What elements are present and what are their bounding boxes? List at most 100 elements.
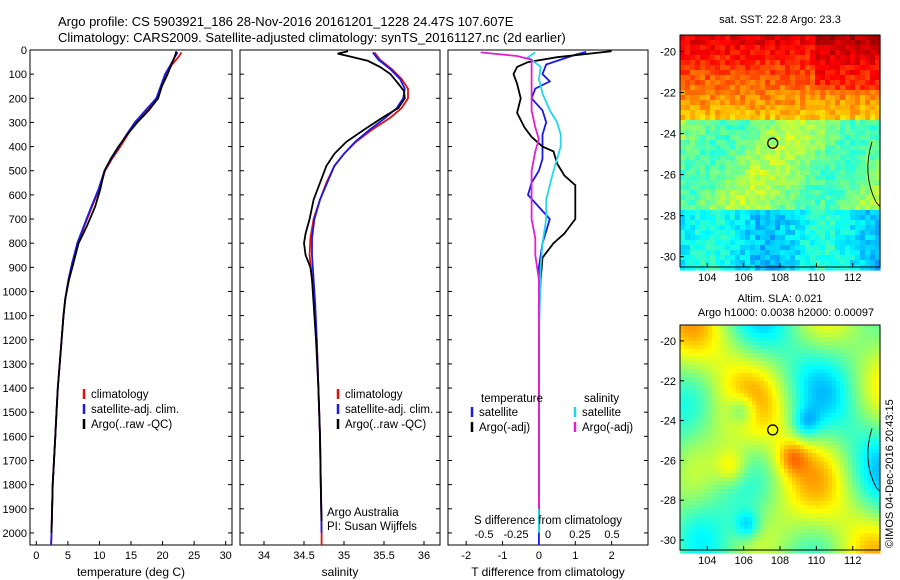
y-tick-label: -26 [660, 455, 676, 467]
y-tick-label: 700 [9, 214, 27, 226]
plot-frame [447, 49, 649, 546]
argo-position-marker [767, 424, 779, 436]
y-tick-label: -24 [660, 129, 676, 141]
x-tick-label: 0 [536, 550, 542, 562]
top-tick-label: 0 [545, 529, 551, 541]
top-tick-label: -0.25 [503, 529, 528, 541]
x-tick-label: 110 [808, 555, 826, 567]
y-tick-label: -22 [660, 87, 676, 99]
y-tick-label: 1800 [3, 480, 27, 492]
y-tick-label: -28 [660, 211, 676, 223]
x-tick-label: 34.5 [293, 550, 314, 562]
y-tick-label: -30 [660, 252, 676, 264]
argo-position-marker [767, 137, 779, 149]
series-line-satellite [526, 51, 562, 533]
x-tick-label: -1 [498, 550, 508, 562]
y-tick-label: -28 [660, 495, 676, 507]
y-tick-label: -22 [660, 376, 676, 388]
top-tick-label: 0.5 [604, 529, 619, 541]
y-tick-label: 1000 [3, 286, 27, 298]
x-tick-label: 35.5 [373, 550, 394, 562]
x-tick-label: 110 [808, 272, 826, 284]
x-tick-label: 2 [609, 550, 615, 562]
x-tick-label: 5 [65, 550, 71, 562]
y-tick-label: 1600 [3, 431, 27, 443]
coastline [867, 141, 881, 207]
y-tick-label: 300 [9, 117, 27, 129]
legend-title-temperature: temperature [481, 393, 543, 405]
legend-label: climatology [345, 389, 403, 401]
x-tick-label: 25 [188, 550, 200, 562]
y-tick-label: -24 [660, 416, 676, 428]
difference-profile-panel: -2 -1 0 1 2 T difference from climatology temp… [447, 49, 649, 579]
y-tick-label: 1300 [3, 359, 27, 371]
x-tick-label: 108 [771, 555, 789, 567]
x-tick-label: 108 [771, 272, 789, 284]
legend-label: Argo(..raw -QC) [91, 419, 172, 431]
x-tick-label: 20 [156, 550, 168, 562]
y-tick-label: 100 [9, 69, 27, 81]
salinity-profile-panel: 34 34.5 35 35.5 36 salinity climatology satelli… [239, 49, 441, 579]
map-title: sat. SST: 22.8 Argo: 23.3 [719, 14, 841, 26]
x-axis-label: T difference from climatology [471, 565, 625, 579]
y-tick-label: 1200 [3, 335, 27, 347]
map-title: Altim. SLA: 0.021 [738, 293, 823, 305]
x-tick-label: 1 [572, 550, 578, 562]
x-tick-label: 112 [844, 555, 862, 567]
series-line-argo-raw-qc- [303, 50, 406, 521]
y-tick-label: 1500 [3, 407, 27, 419]
y-tick-label: 600 [9, 190, 27, 202]
y-tick-label: -20 [660, 336, 676, 348]
x-tick-label: 15 [125, 550, 137, 562]
y-tick-label: 1700 [3, 455, 27, 467]
legend-label: Argo(..raw -QC) [345, 419, 426, 431]
series-line-argo-raw-qc- [50, 50, 178, 533]
x-axis-label: salinity [322, 565, 359, 579]
top-axis-label: S difference from climatology [474, 515, 622, 527]
x-tick-label: 106 [734, 555, 752, 567]
legend-label: Argo(-adj) [582, 422, 633, 434]
y-tick-label: 800 [9, 238, 27, 250]
x-tick-label: -2 [461, 550, 471, 562]
legend-title-salinity: salinity [584, 393, 619, 405]
y-tick-label: -20 [660, 46, 676, 58]
y-tick-label: 0 [21, 45, 27, 57]
plot-frame [29, 49, 233, 546]
sst-map-panel: 104 106 108 110 112 -20 -22 -24 -26 -28 -30 sat. SS… [660, 14, 881, 284]
y-tick-label: 400 [9, 142, 27, 154]
x-tick-label: 34 [258, 550, 270, 562]
x-tick-label: 0 [33, 550, 39, 562]
legend-label: satellite-adj. clim. [91, 404, 179, 416]
legend-label: satellite-adj. clim. [345, 404, 433, 416]
legend-label: climatology [91, 389, 149, 401]
y-tick-label: -30 [660, 535, 676, 547]
x-tick-label: 104 [698, 272, 716, 284]
legend-label: satellite [479, 407, 518, 419]
credit-stamp: ©IMOS 04-Dec-2016 20:43:15 [884, 399, 896, 548]
legend-label: satellite [582, 407, 621, 419]
coastline [867, 428, 881, 492]
y-tick-label: 1900 [3, 504, 27, 516]
x-tick-label: 36 [418, 550, 430, 562]
y-tick-label: 200 [9, 93, 27, 105]
y-tick-label: 2000 [3, 528, 27, 540]
y-tick-label: 500 [9, 166, 27, 178]
x-tick-label: 112 [844, 272, 862, 284]
x-tick-label: 10 [93, 550, 105, 562]
top-tick-label: 0.25 [569, 529, 590, 541]
plot-frame [239, 49, 441, 546]
figure-subtitle: Climatology: CARS2009. Satellite-adjuste… [58, 30, 566, 45]
credit-pi: PI: Susan Wijffels [327, 521, 417, 533]
x-tick-label: 35 [338, 550, 350, 562]
map-title: Argo h1000: 0.0038 h2000: 0.00097 [698, 307, 874, 319]
map-field [680, 325, 881, 554]
series-line-argo-adj- [480, 51, 540, 509]
y-tick-label: 1100 [3, 311, 27, 323]
top-tick-label: -0.5 [475, 529, 494, 541]
x-tick-label: 30 [220, 550, 232, 562]
credit-group: Argo Australia [327, 507, 399, 519]
y-tick-label: 1400 [3, 383, 27, 395]
series-line-argo-adj- [512, 50, 612, 521]
sla-map-panel: 104 106 108 110 112 -20 -22 -24 -26 -28 -30 Altim. … [660, 293, 881, 567]
